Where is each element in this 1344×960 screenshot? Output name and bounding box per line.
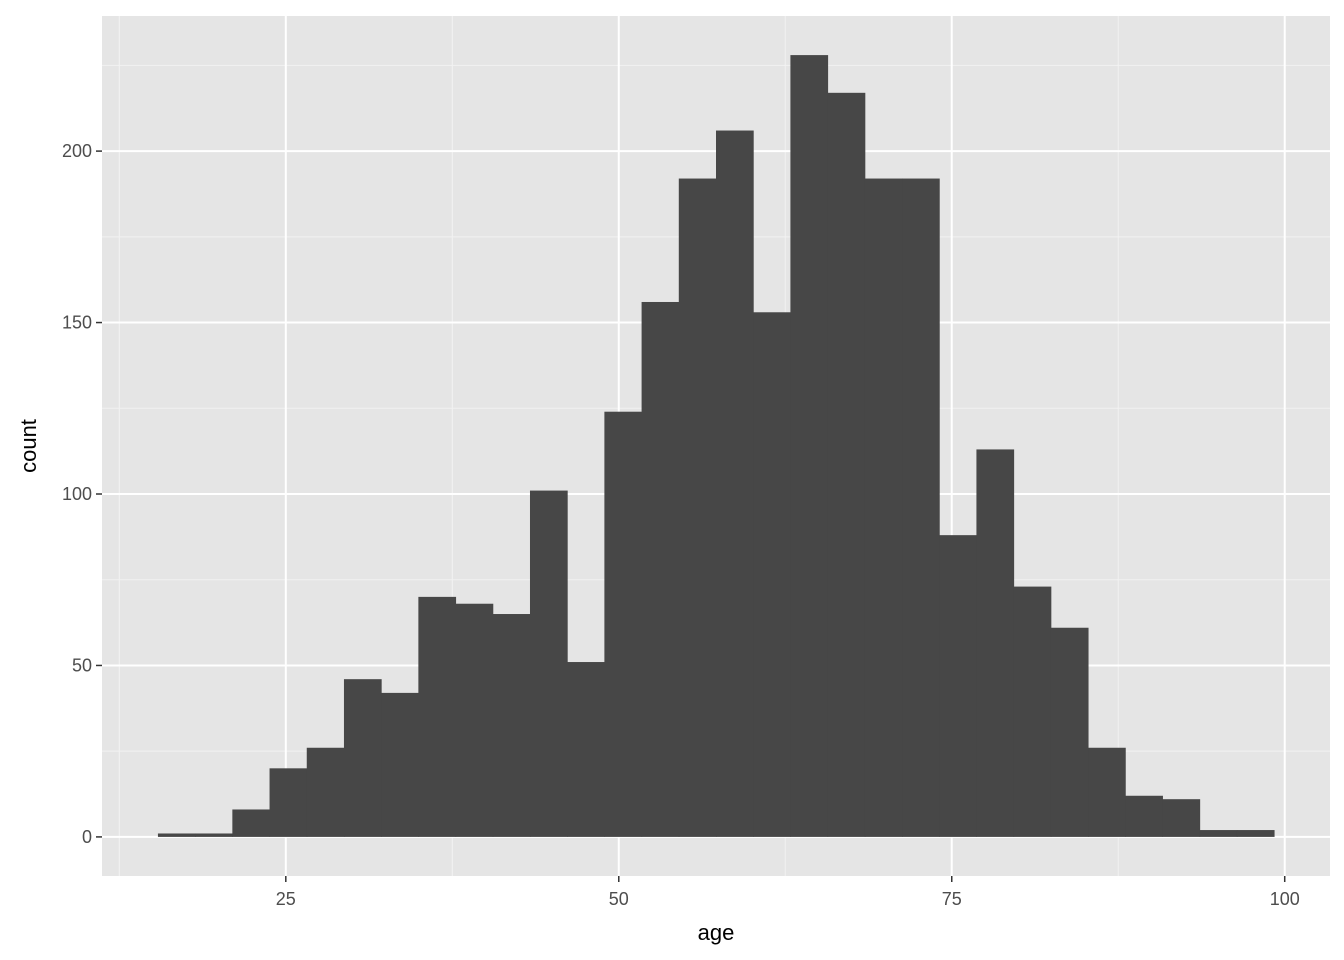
histogram-bar (567, 662, 605, 837)
histogram-bar (455, 603, 494, 837)
y-tick-label: 50 (72, 655, 92, 675)
histogram-bar (902, 178, 940, 837)
y-tick-label: 0 (82, 827, 92, 847)
x-tick-label: 50 (609, 889, 629, 909)
histogram-bar (1199, 830, 1238, 837)
y-axis: 0 50 100 150 200 (62, 141, 102, 847)
histogram-bar (678, 178, 717, 837)
histogram-bar (1013, 586, 1052, 837)
histogram-bar (232, 809, 271, 837)
histogram-bar (976, 449, 1015, 837)
histogram-bar (529, 490, 568, 837)
histogram-bar (343, 679, 382, 837)
histogram-bar (1088, 747, 1126, 837)
y-tick-label: 150 (62, 313, 92, 333)
histogram-bar (1162, 799, 1201, 837)
histogram-bar (269, 768, 308, 837)
histogram-bar (753, 312, 791, 837)
histogram-bar (827, 92, 866, 837)
histogram-bar (492, 614, 531, 837)
bars (157, 55, 1275, 837)
histogram-bar (1125, 795, 1163, 837)
histogram-bar (381, 692, 419, 837)
histogram-bar (306, 747, 345, 837)
histogram-bar (864, 178, 903, 837)
histogram-bar (418, 596, 457, 837)
histogram-bar (939, 535, 977, 837)
histogram-bar (641, 301, 680, 837)
x-axis: 25 50 75 100 (276, 876, 1300, 909)
histogram-bar (1236, 830, 1275, 837)
x-axis-title: age (698, 920, 735, 945)
y-axis-title: count (16, 419, 41, 473)
x-tick-label: 75 (942, 889, 962, 909)
y-tick-label: 200 (62, 141, 92, 161)
x-tick-label: 25 (276, 889, 296, 909)
histogram-bar (157, 833, 196, 837)
histogram-bar (1050, 627, 1089, 837)
histogram-bar (716, 130, 754, 837)
histogram-bar (604, 411, 643, 837)
histogram-bar (195, 833, 233, 837)
y-tick-label: 100 (62, 484, 92, 504)
x-tick-label: 100 (1270, 889, 1300, 909)
histogram-bar (790, 55, 829, 837)
